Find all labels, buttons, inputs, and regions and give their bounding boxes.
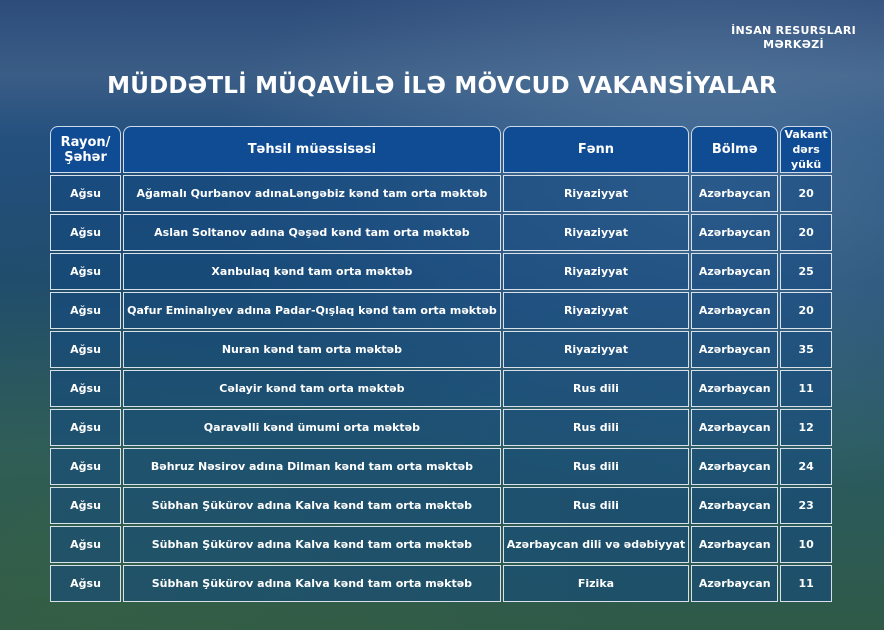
- logo-line1: İNSAN RESURSLARI: [731, 24, 856, 37]
- table-row: Ağsu Qaravəlli kənd ümumi orta məktəb Rus …: [50, 409, 832, 446]
- cell-vacant-load: 35: [780, 331, 832, 368]
- cell-school: Sübhan Şükürov adına Kalva kənd tam orta…: [123, 487, 501, 524]
- header-vacant-load: Vakant dərs yükü: [780, 126, 832, 173]
- cell-district: Ağsu: [50, 331, 122, 368]
- cell-subject: Riyaziyyat: [502, 214, 690, 251]
- table-row: Ağsu Cəlayir kənd tam orta məktəb Rus dili…: [50, 370, 832, 407]
- cell-district: Ağsu: [50, 214, 122, 251]
- cell-section: Azərbaycan: [691, 214, 779, 251]
- cell-section: Azərbaycan: [691, 487, 779, 524]
- cell-subject: Riyaziyyat: [502, 175, 690, 212]
- cell-section: Azərbaycan: [691, 175, 779, 212]
- cell-section: Azərbaycan: [691, 526, 779, 563]
- cell-subject: Riyaziyyat: [502, 253, 690, 290]
- table-row: Ağsu Ağamalı Qurbanov adınaLəngəbiz kənd …: [50, 175, 832, 212]
- cell-subject: Rus dili: [502, 409, 690, 446]
- table-row: Ağsu Bəhruz Nəsirov adına Dilman kənd tam…: [50, 448, 832, 485]
- cell-vacant-load: 10: [780, 526, 832, 563]
- page-title: MÜDDƏTLİ MÜQAVİLƏ İLƏ MÖVCUD VAKANSİYALA…: [107, 73, 777, 99]
- cell-district: Ağsu: [50, 253, 122, 290]
- cell-district: Ağsu: [50, 448, 122, 485]
- header-school: Təhsil müəssisəsi: [123, 126, 501, 173]
- header-section: Bölmə: [691, 126, 779, 173]
- cell-school: Bəhruz Nəsirov adına Dilman kənd tam ort…: [123, 448, 501, 485]
- cell-section: Azərbaycan: [691, 253, 779, 290]
- cell-subject: Fizika: [502, 565, 690, 602]
- cell-school: Aslan Soltanov adına Qəşəd kənd tam orta…: [123, 214, 501, 251]
- table-row: Ağsu Sübhan Şükürov adına Kalva kənd tam …: [50, 526, 832, 563]
- cell-district: Ağsu: [50, 370, 122, 407]
- vacancies-table: Rayon/Şəhər Təhsil müəssisəsi Fənn Bölmə…: [48, 124, 834, 604]
- cell-section: Azərbaycan: [691, 565, 779, 602]
- cell-section: Azərbaycan: [691, 409, 779, 446]
- cell-vacant-load: 12: [780, 409, 832, 446]
- header-district: Rayon/Şəhər: [50, 126, 122, 173]
- cell-school: Ağamalı Qurbanov adınaLəngəbiz kənd tam …: [123, 175, 501, 212]
- cell-school: Nuran kənd tam orta məktəb: [123, 331, 501, 368]
- table-row: Ağsu Nuran kənd tam orta məktəb Riyaziyyat…: [50, 331, 832, 368]
- table-row: Ağsu Sübhan Şükürov adına Kalva kənd tam …: [50, 487, 832, 524]
- cell-section: Azərbaycan: [691, 331, 779, 368]
- cell-subject: Riyaziyyat: [502, 331, 690, 368]
- cell-vacant-load: 20: [780, 292, 832, 329]
- cell-vacant-load: 11: [780, 370, 832, 407]
- cell-district: Ağsu: [50, 175, 122, 212]
- cell-subject: Rus dili: [502, 370, 690, 407]
- cell-school: Qaravəlli kənd ümumi orta məktəb: [123, 409, 501, 446]
- table-row: Ağsu Qafur Eminalıyev adına Padar-Qışlaq …: [50, 292, 832, 329]
- cell-vacant-load: 11: [780, 565, 832, 602]
- cell-section: Azərbaycan: [691, 292, 779, 329]
- cell-school: Sübhan Şükürov adına Kalva kənd tam orta…: [123, 526, 501, 563]
- table-row: Ağsu Xanbulaq kənd tam orta məktəb Riyaziy…: [50, 253, 832, 290]
- cell-school: Cəlayir kənd tam orta məktəb: [123, 370, 501, 407]
- cell-vacant-load: 23: [780, 487, 832, 524]
- cell-district: Ağsu: [50, 487, 122, 524]
- logo-line2: MƏRKƏZİ: [763, 38, 824, 51]
- cell-district: Ağsu: [50, 292, 122, 329]
- table-row: Ağsu Aslan Soltanov adına Qəşəd kənd tam …: [50, 214, 832, 251]
- cell-vacant-load: 20: [780, 214, 832, 251]
- cell-subject: Rus dili: [502, 448, 690, 485]
- cell-vacant-load: 25: [780, 253, 832, 290]
- header-subject: Fənn: [502, 126, 690, 173]
- cell-school: Qafur Eminalıyev adına Padar-Qışlaq kənd…: [123, 292, 501, 329]
- cell-section: Azərbaycan: [691, 370, 779, 407]
- cell-school: Xanbulaq kənd tam orta məktəb: [123, 253, 501, 290]
- cell-vacant-load: 20: [780, 175, 832, 212]
- logo: İNSAN RESURSLARI MƏRKƏZİ: [731, 24, 856, 52]
- cell-district: Ağsu: [50, 526, 122, 563]
- cell-vacant-load: 24: [780, 448, 832, 485]
- cell-subject: Riyaziyyat: [502, 292, 690, 329]
- cell-district: Ağsu: [50, 565, 122, 602]
- cell-school: Sübhan Şükürov adına Kalva kənd tam orta…: [123, 565, 501, 602]
- cell-district: Ağsu: [50, 409, 122, 446]
- cell-section: Azərbaycan: [691, 448, 779, 485]
- table-row: Ağsu Sübhan Şükürov adına Kalva kənd tam …: [50, 565, 832, 602]
- cell-subject: Azərbaycan dili və ədəbiyyat: [502, 526, 690, 563]
- cell-subject: Rus dili: [502, 487, 690, 524]
